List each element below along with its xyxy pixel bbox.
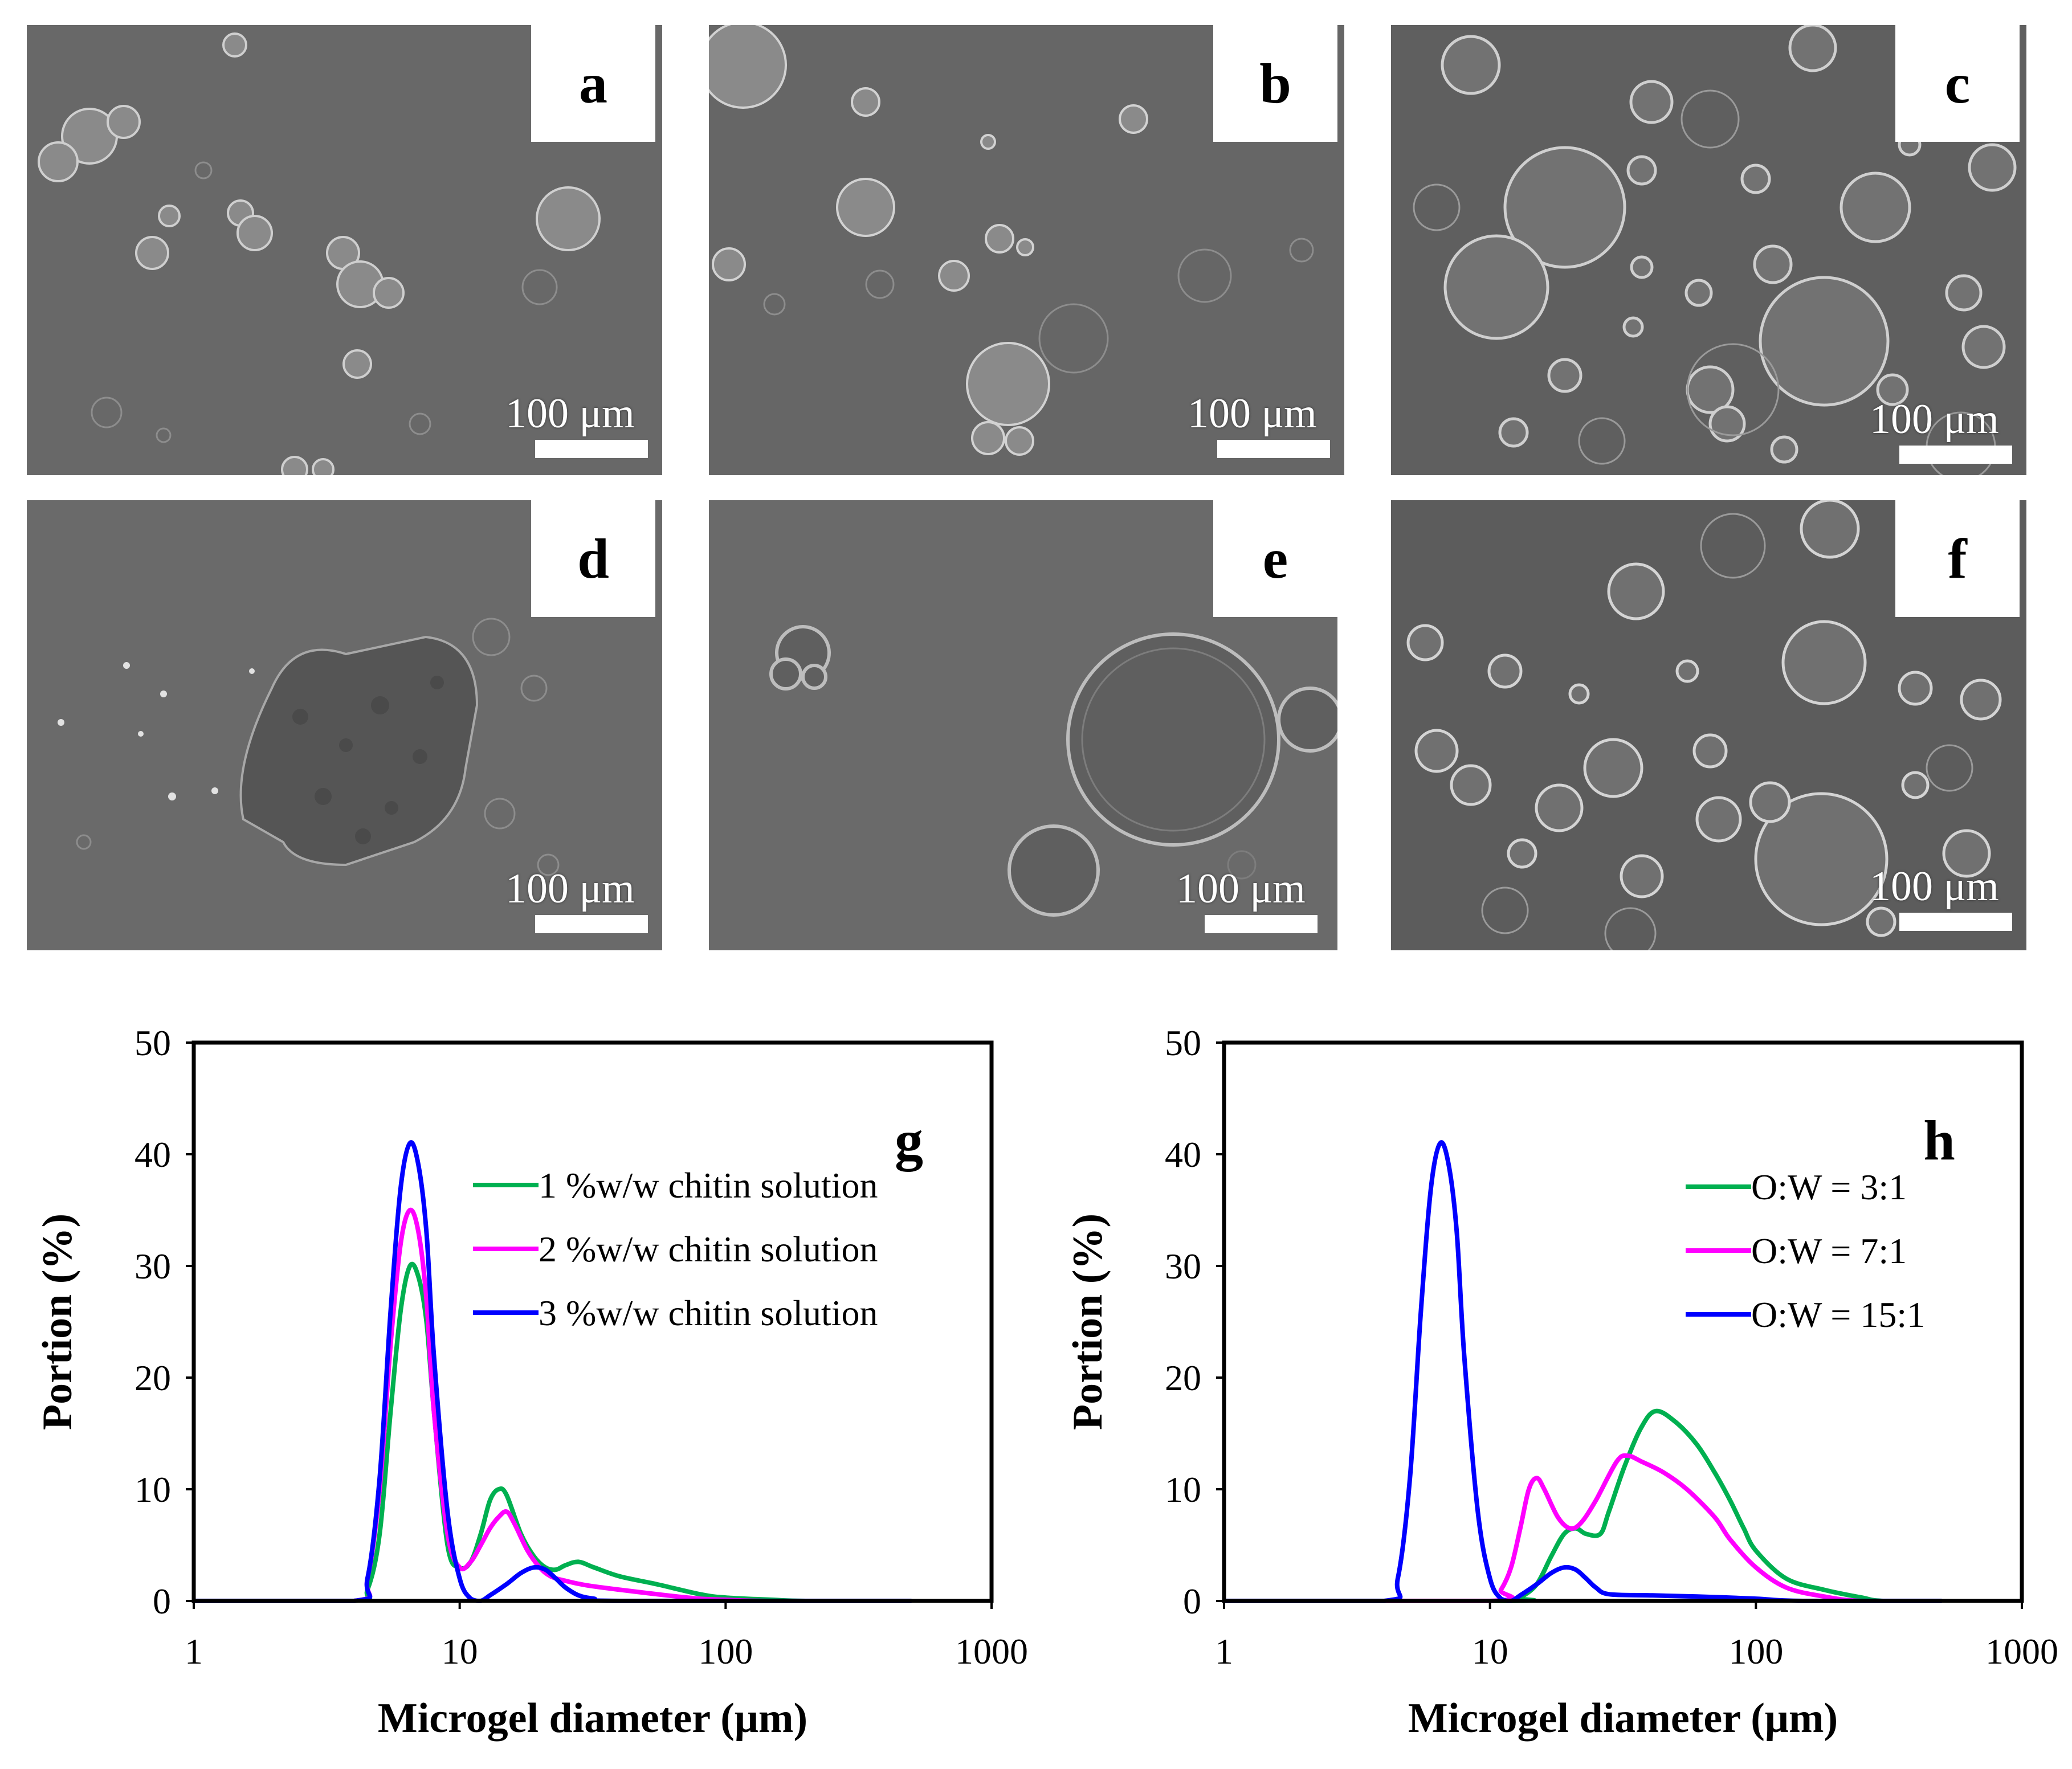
y-tick-label: 20 [134,1358,171,1398]
x-tick-label: 1000 [1985,1631,2058,1672]
panel-label: b [1213,25,1337,142]
series-line-3 [194,1140,912,1603]
y-tick-label: 0 [153,1581,171,1621]
legend-label: O:W = 3:1 [1751,1167,1907,1207]
micrograph-panel-d: d 100 μm [27,500,662,950]
scale-bar-label: 100 μm [505,390,635,437]
x-axis-title: Microgel diameter (μm) [378,1695,807,1742]
y-tick-label: 40 [1165,1134,1201,1175]
y-tick-label: 30 [1165,1246,1201,1286]
panel-label: f [1895,500,2020,617]
series-line-1 [194,1261,912,1603]
chart-panel-label: g [895,1109,923,1172]
plot-area-frame [191,1040,994,1603]
scale-bar-label: 100 μm [1870,863,1999,910]
scale-bar [535,915,648,933]
panel-label: c [1895,25,2020,142]
legend-label: 3 %w/w chitin solution [539,1293,878,1333]
size-distribution-chart-h: 0 10 20 30 40 50 1 10 100 1000 Microgel diameter (… [1064,1023,2058,1742]
scale-bar [535,440,648,458]
y-tick-label: 10 [1165,1469,1201,1510]
series-line-2 [1224,1453,1942,1603]
size-distribution-chart-g: 0 10 20 30 40 50 1 10 100 1000 Microgel diameter (… [34,1023,1028,1742]
micrograph-panel-b: b 100 μm [709,25,1344,475]
y-tick-label: 20 [1165,1358,1201,1398]
micrograph-panel-c: c 100 μm [1391,25,2026,475]
scale-bar-label: 100 μm [1176,865,1306,912]
legend-label: 2 %w/w chitin solution [539,1229,878,1269]
y-tick-label: 10 [134,1469,171,1510]
legend-label: 1 %w/w chitin solution [539,1165,878,1206]
y-tick-label: 0 [1183,1581,1201,1621]
scale-bar [1899,913,2012,931]
scale-bar [1899,446,2012,464]
series-line-3 [1224,1140,1942,1603]
micrograph-panel-a: a 100 μm [27,25,662,475]
legend-label: O:W = 15:1 [1751,1294,1925,1335]
panel-label: a [531,25,655,142]
scale-bar [1205,915,1318,933]
y-tick-label: 50 [1165,1023,1201,1063]
x-tick-label: 10 [1472,1631,1508,1672]
scale-bar-label: 100 μm [1870,396,1999,443]
micrograph-panel-e: e 100 μm [709,500,1337,950]
y-tick-label: 40 [134,1134,171,1175]
y-axis-title: Portion (%) [34,1214,81,1430]
y-tick-label: 50 [134,1023,171,1063]
scale-bar-label: 100 μm [505,865,635,912]
legend-label: O:W = 7:1 [1751,1231,1907,1271]
chart-panel-label: h [1923,1109,1955,1172]
plot-area-frame [1222,1040,2024,1603]
panel-label: e [1213,500,1337,617]
scale-bar [1217,440,1330,458]
x-axis-title: Microgel diameter (μm) [1408,1695,1838,1742]
micrograph-image-f [1391,500,2026,950]
scale-bar-label: 100 μm [1188,390,1317,437]
x-tick-label: 1 [1215,1631,1233,1672]
micrograph-panel-f: f 100 μm [1391,500,2026,950]
x-tick-label: 1000 [955,1631,1028,1672]
x-tick-label: 100 [698,1631,753,1672]
x-tick-label: 10 [442,1631,478,1672]
y-tick-label: 30 [134,1246,171,1286]
y-axis-title: Portion (%) [1064,1214,1111,1430]
panel-label: d [531,500,655,617]
x-tick-label: 1 [185,1631,203,1672]
x-tick-label: 100 [1728,1631,1783,1672]
